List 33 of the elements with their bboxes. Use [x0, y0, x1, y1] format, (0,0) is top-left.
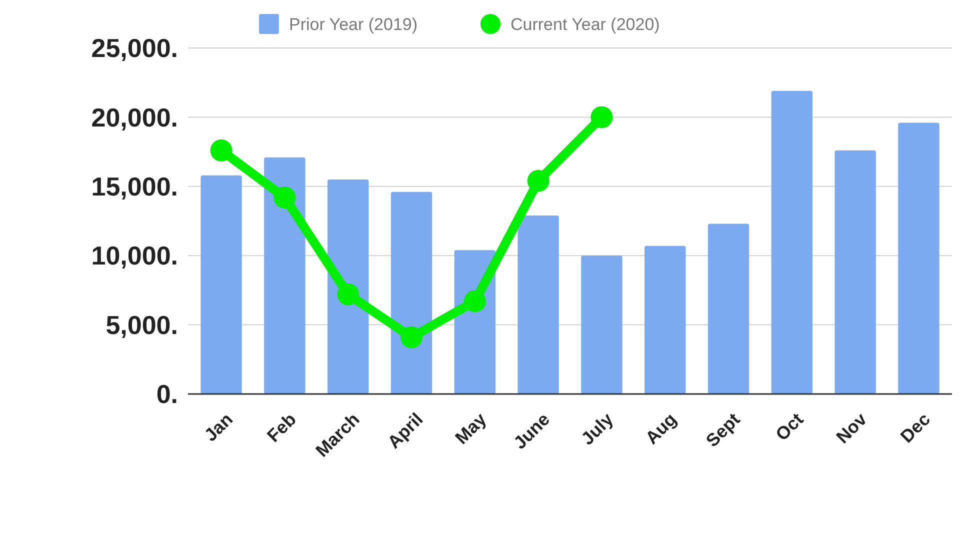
point [527, 170, 550, 192]
point [337, 283, 360, 306]
y-tick-label: 10,000. [91, 240, 178, 271]
y-tick-label: 5,000. [106, 310, 178, 340]
bar [834, 150, 876, 394]
bar [898, 122, 940, 394]
x-tick-label: Aug [641, 409, 680, 448]
x-tick-label: May [451, 409, 490, 448]
bar [200, 175, 242, 394]
point [590, 106, 613, 128]
x-tick-label: Dec [896, 409, 934, 447]
bar [708, 224, 750, 394]
bar [518, 215, 559, 394]
bar [264, 157, 306, 394]
point [274, 186, 296, 208]
bar [327, 179, 369, 394]
bar [644, 246, 686, 394]
x-tick-label: Nov [832, 409, 871, 448]
bar [581, 256, 622, 394]
point [464, 290, 486, 312]
y-tick-label: 20,000. [91, 102, 178, 132]
point [400, 326, 422, 348]
bar [390, 192, 432, 394]
x-tick-label: Jan [200, 409, 237, 446]
x-tick-label: Oct [772, 409, 808, 445]
legend-label: Current Year (2020) [510, 14, 660, 34]
y-tick-label: 0. [156, 379, 178, 410]
y-tick-label: 15,000. [91, 172, 178, 202]
point [210, 139, 232, 162]
bar [771, 90, 813, 394]
legend-label: Prior Year (2019) [289, 14, 418, 34]
x-tick-label: Feb [263, 409, 300, 446]
y-tick-label: 25,000. [91, 33, 178, 64]
